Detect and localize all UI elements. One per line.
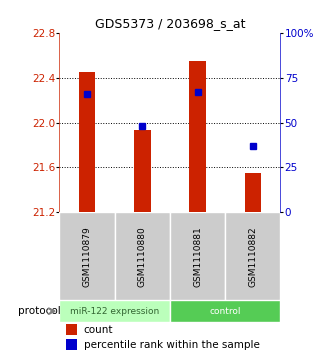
Title: GDS5373 / 203698_s_at: GDS5373 / 203698_s_at xyxy=(95,17,245,30)
Bar xyxy=(134,130,150,212)
Text: percentile rank within the sample: percentile rank within the sample xyxy=(84,340,260,350)
Text: GSM1110882: GSM1110882 xyxy=(248,226,257,287)
Text: control: control xyxy=(210,307,241,316)
Bar xyxy=(59,212,115,300)
Bar xyxy=(189,61,206,212)
Text: miR-122 expression: miR-122 expression xyxy=(70,307,159,316)
Bar xyxy=(170,212,225,300)
Text: GSM1110881: GSM1110881 xyxy=(193,226,202,287)
Bar xyxy=(245,173,261,212)
Text: protocol: protocol xyxy=(18,306,60,316)
Text: GSM1110879: GSM1110879 xyxy=(82,226,91,287)
Bar xyxy=(170,300,280,322)
Bar xyxy=(66,324,77,335)
Bar xyxy=(66,339,77,350)
Text: GSM1110880: GSM1110880 xyxy=(138,226,147,287)
Text: count: count xyxy=(84,325,113,335)
Bar xyxy=(115,212,170,300)
Bar xyxy=(59,300,170,322)
Bar xyxy=(79,72,95,212)
Bar xyxy=(225,212,280,300)
